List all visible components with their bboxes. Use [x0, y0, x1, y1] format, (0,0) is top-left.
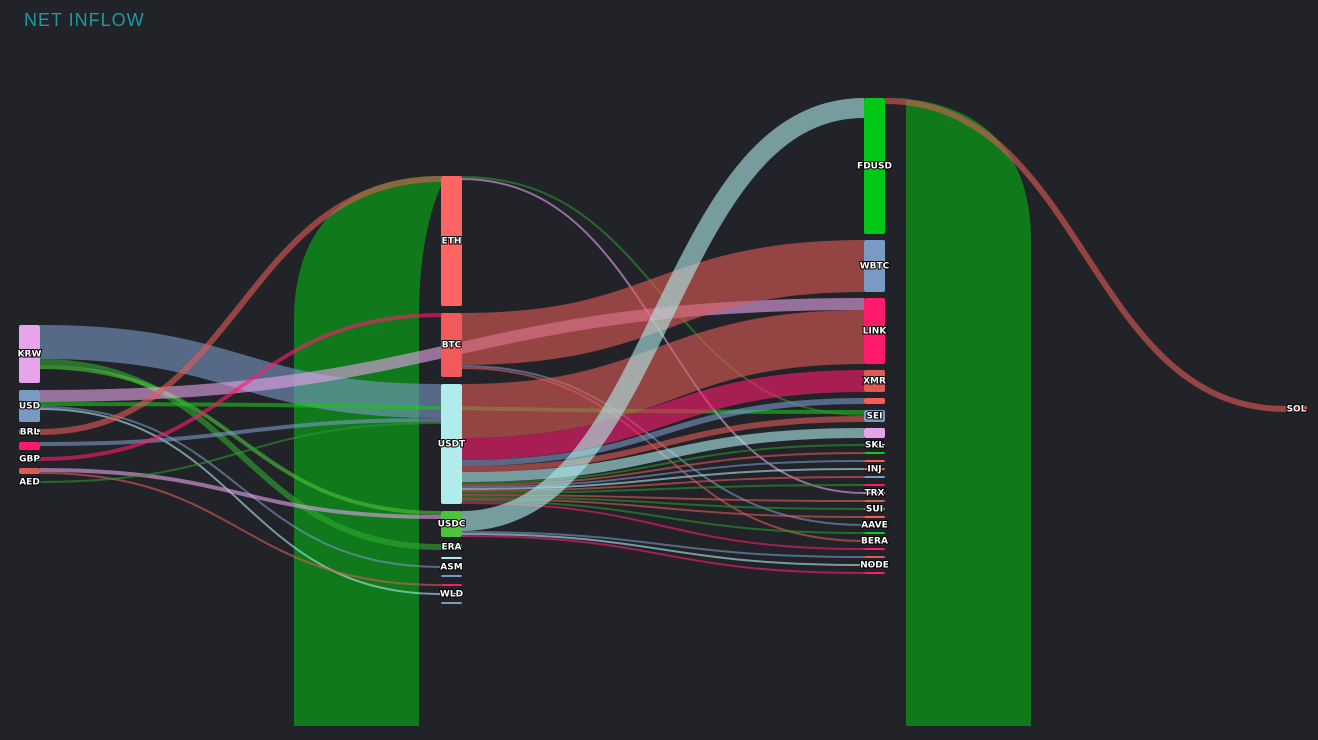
- link-eur-to-usdc[interactable]: [39, 468, 442, 519]
- link-brl-to-eth[interactable]: [39, 176, 442, 435]
- node-label-wbtc: WBTC: [860, 262, 890, 272]
- node-label-sui: SUI: [866, 505, 883, 515]
- total-bands-layer: [294, 98, 1031, 726]
- node-asm[interactable]: [441, 566, 462, 568]
- node-label-aave: AAVE: [861, 521, 887, 531]
- link-usdt-to-apt[interactable]: [461, 452, 865, 486]
- total-band-column-2: [885, 98, 1031, 726]
- node-arb[interactable]: [441, 575, 462, 577]
- node-label-usdc: USDC: [438, 520, 466, 530]
- node-sei[interactable]: [864, 410, 885, 422]
- node-aed[interactable]: [19, 481, 40, 483]
- node-label-skl: SKL: [865, 441, 884, 451]
- nodes-layer: [19, 98, 1307, 604]
- link-aed-to-usdt[interactable]: [39, 422, 442, 483]
- node-apt[interactable]: [864, 452, 885, 454]
- node-label-xmr: XMR: [863, 377, 886, 387]
- chart-title: NET INFLOW: [24, 10, 145, 30]
- node-jpy[interactable]: [19, 442, 40, 450]
- node-label-usdt: USDT: [438, 440, 466, 450]
- node-atom[interactable]: [864, 476, 885, 478]
- node-near[interactable]: [864, 500, 885, 502]
- link-krw-to-usdc[interactable]: [39, 365, 442, 515]
- node-label-node: NODE: [860, 561, 889, 571]
- link-usdc-to-node[interactable]: [461, 533, 865, 566]
- node-krw[interactable]: [19, 325, 40, 383]
- node-trx[interactable]: [864, 492, 885, 494]
- node-wbtc[interactable]: [864, 240, 885, 292]
- node-bera[interactable]: [864, 540, 885, 542]
- node-era[interactable]: [441, 544, 462, 550]
- link-usdt-to-ton[interactable]: [461, 428, 865, 482]
- node-xrp[interactable]: [441, 584, 462, 586]
- node-ton[interactable]: [864, 428, 885, 438]
- node-label-brl: BRL: [20, 428, 40, 438]
- node-label-wld: WLD: [440, 590, 463, 600]
- link-usdt-to-op[interactable]: [461, 398, 865, 466]
- link-usdc-to-pepe[interactable]: [461, 535, 865, 574]
- node-mkr[interactable]: [864, 548, 885, 550]
- link-usdt-to-xmr[interactable]: [461, 370, 865, 460]
- node-inj[interactable]: [864, 468, 885, 470]
- node-fil[interactable]: [864, 516, 885, 518]
- node-doge[interactable]: [441, 602, 462, 604]
- node-wld[interactable]: [441, 593, 462, 595]
- node-aave[interactable]: [864, 524, 885, 526]
- link-usdc-to-fdusd[interactable]: [461, 98, 865, 531]
- node-label-asm: ASM: [440, 563, 462, 573]
- node-label-era: ERA: [441, 543, 461, 553]
- labels-layer: KRW USD BRL GBP AED ETH BTC USDT USDC ERA ASM WLD FD…: [17, 161, 1308, 601]
- link-fdusd-to-sol[interactable]: [884, 98, 1287, 412]
- node-label-link: LINK: [863, 327, 888, 337]
- node-gbp[interactable]: [19, 457, 40, 461]
- node-usdc[interactable]: [441, 511, 462, 537]
- total-band-column-1: [294, 176, 441, 726]
- link-krw-to-era[interactable]: [39, 359, 442, 550]
- link-usdt-to-inj[interactable]: [461, 468, 865, 490]
- link-usdt-to-skl[interactable]: [461, 444, 865, 484]
- node-label-trx: TRX: [864, 489, 884, 499]
- link-usdc-to-ldo[interactable]: [461, 531, 865, 558]
- node-label-aed: AED: [19, 478, 40, 488]
- node-xmr[interactable]: [864, 370, 885, 392]
- link-gbp-to-btc[interactable]: [39, 313, 442, 461]
- node-fdusd[interactable]: [864, 98, 885, 234]
- node-uni[interactable]: [864, 532, 885, 534]
- node-label-fdusd: FDUSD: [857, 162, 892, 172]
- node-eth[interactable]: [441, 176, 462, 306]
- link-jpy-to-usdt[interactable]: [39, 418, 442, 446]
- node-tia[interactable]: [864, 484, 885, 486]
- node-ldo[interactable]: [864, 556, 885, 558]
- node-label-sei: SEI: [867, 412, 883, 422]
- node-eur[interactable]: [19, 468, 40, 474]
- node-dot[interactable]: [864, 460, 885, 462]
- node-label-sol: SOL: [1287, 405, 1307, 415]
- node-node[interactable]: [864, 564, 885, 566]
- link-usdt-to-dot[interactable]: [461, 460, 865, 488]
- node-label-inj: INJ: [867, 465, 881, 475]
- node-sol[interactable]: [1286, 406, 1307, 412]
- node-label-usd: USD: [19, 402, 40, 412]
- node-brl[interactable]: [19, 429, 40, 435]
- node-skl[interactable]: [864, 444, 885, 446]
- node-link[interactable]: [864, 298, 885, 364]
- node-pepe[interactable]: [864, 572, 885, 574]
- node-label-gbp: GBP: [19, 455, 40, 465]
- link-usdt-to-sei[interactable]: [461, 416, 865, 472]
- node-label-krw: KRW: [18, 350, 42, 360]
- node-usdt[interactable]: [441, 384, 462, 504]
- node-sui[interactable]: [864, 508, 885, 510]
- flow-links-layer: [39, 98, 1287, 595]
- node-bnb[interactable]: [441, 557, 462, 559]
- link-krw-to-usdt[interactable]: [39, 325, 442, 418]
- node-btc[interactable]: [441, 313, 462, 377]
- node-usd[interactable]: [19, 390, 40, 422]
- node-op[interactable]: [864, 398, 885, 404]
- node-label-btc: BTC: [442, 341, 462, 351]
- node-label-bera: BERA: [861, 537, 888, 547]
- link-usdt-to-link[interactable]: [461, 310, 865, 438]
- node-label-eth: ETH: [442, 237, 462, 247]
